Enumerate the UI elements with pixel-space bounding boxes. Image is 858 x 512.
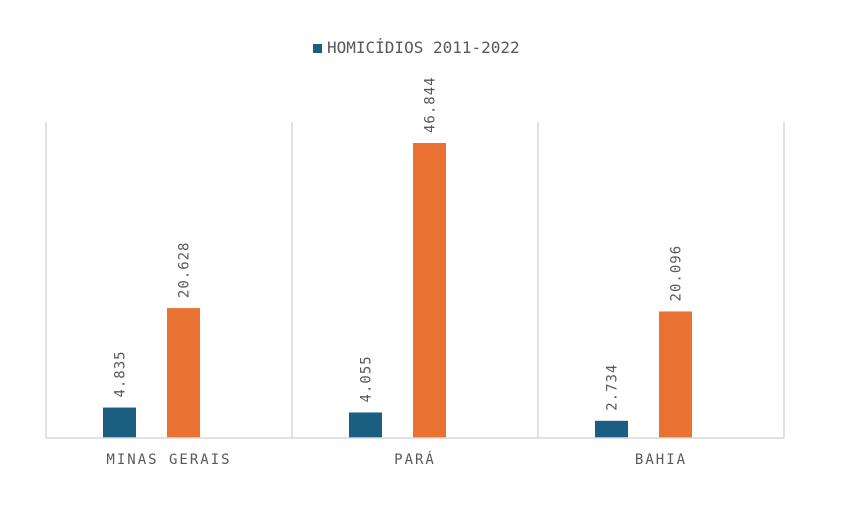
bar-series1-0 [103, 407, 136, 438]
data-label: 46.844 [423, 76, 439, 133]
category-labels: MINAS GERAIS PARÁ BAHIA [106, 451, 687, 468]
data-labels: 4.835 20.628 4.055 46.844 2.734 20.096 [113, 76, 685, 410]
bar-series2-2 [659, 311, 692, 438]
data-label: 2.734 [605, 364, 621, 411]
bars [103, 143, 692, 438]
bar-series2-1 [413, 143, 446, 438]
data-label: 4.835 [113, 350, 129, 397]
category-label: BAHIA [635, 452, 687, 468]
category-label: MINAS GERAIS [106, 452, 231, 468]
bar-series2-0 [167, 308, 200, 438]
category-dividers [45, 122, 785, 438]
bar-series1-1 [349, 412, 382, 438]
data-label: 4.055 [359, 355, 375, 402]
legend-label: HOMICÍDIOS 2011-2022 [327, 38, 520, 57]
legend: HOMICÍDIOS 2011-2022 [313, 38, 520, 57]
category-label: PARÁ [394, 451, 436, 468]
legend-swatch [313, 44, 322, 53]
data-label: 20.628 [177, 242, 193, 299]
bar-series1-2 [595, 420, 628, 438]
data-label: 20.096 [669, 245, 685, 302]
